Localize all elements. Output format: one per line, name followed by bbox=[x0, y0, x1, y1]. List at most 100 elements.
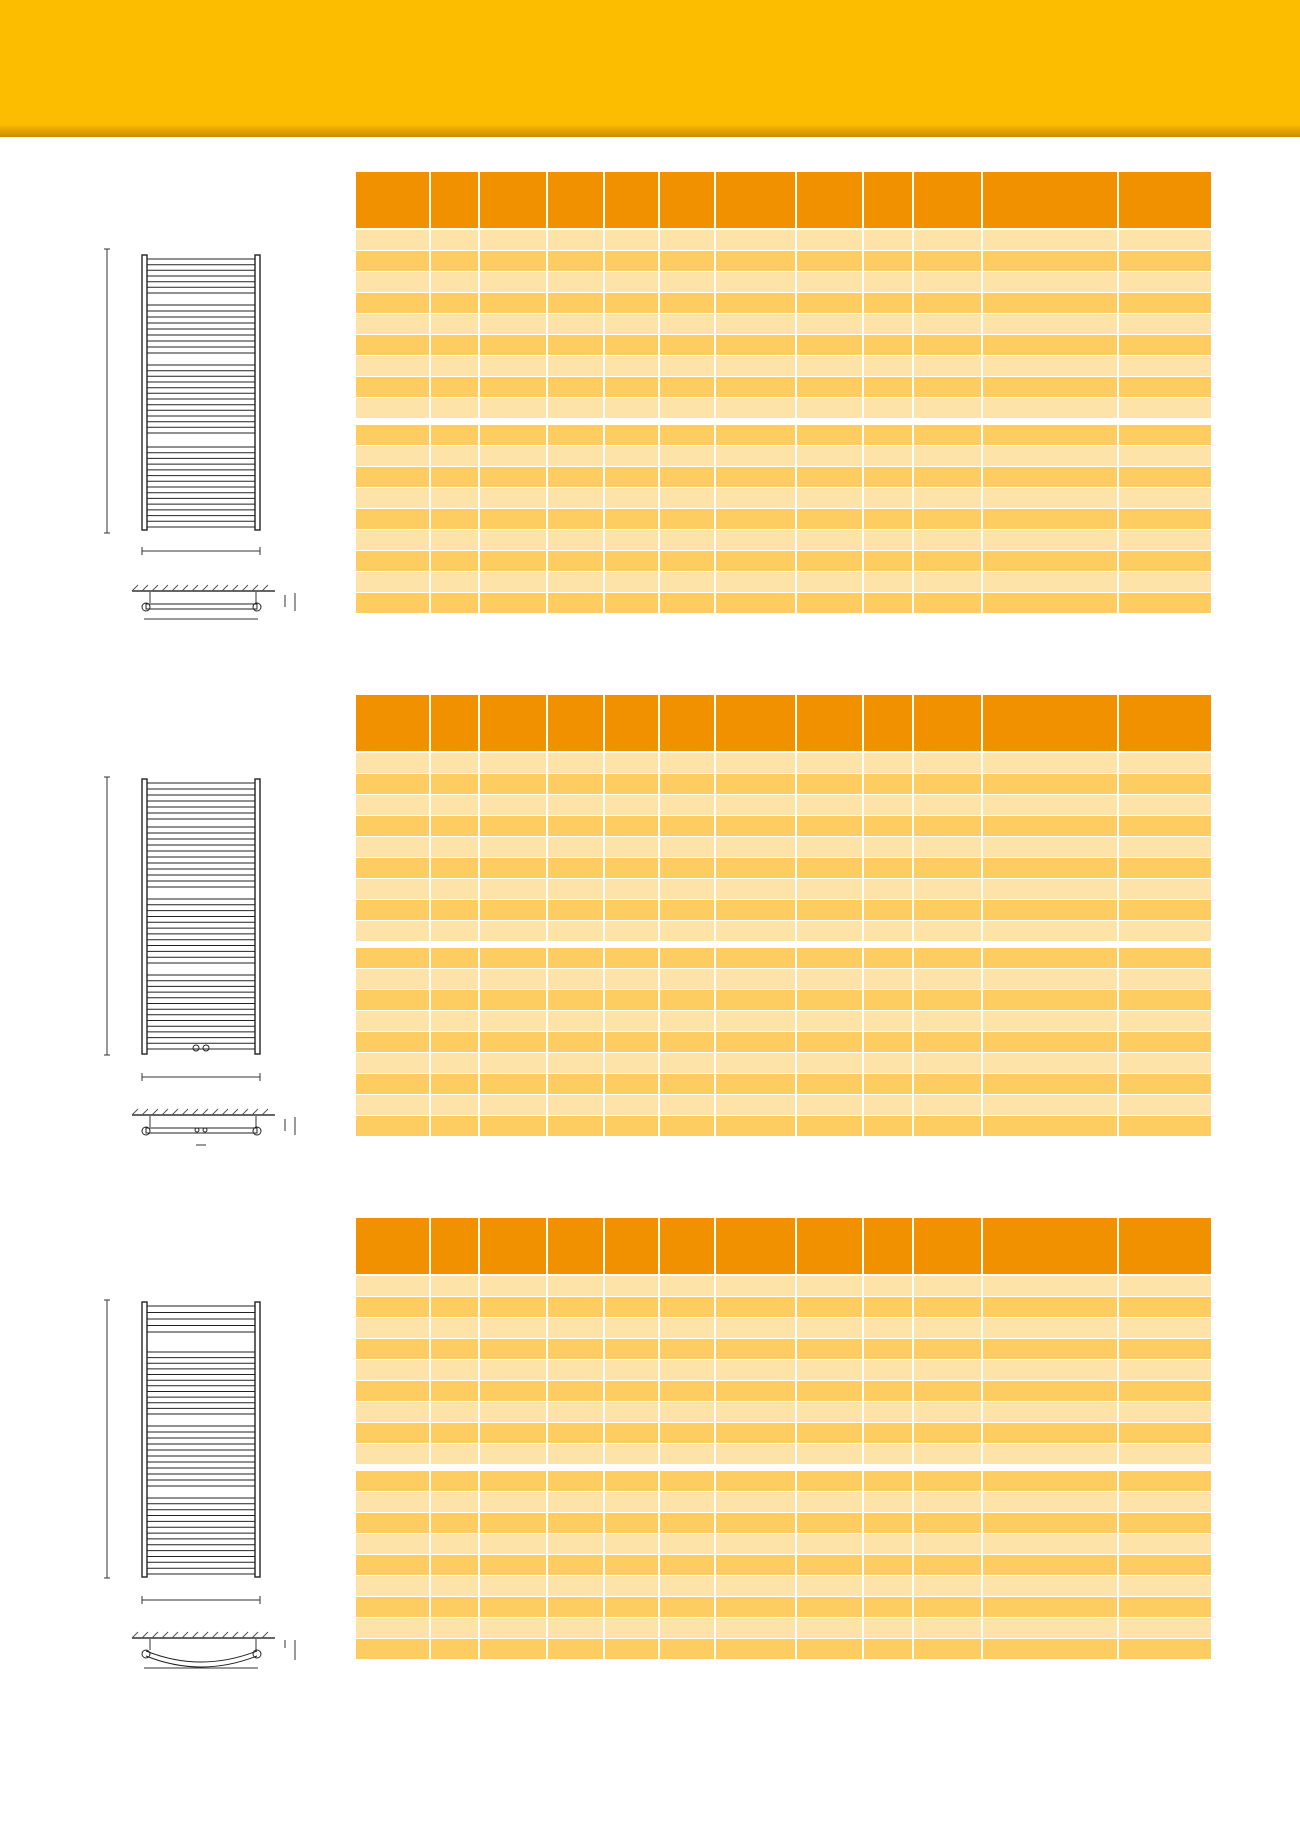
table-cell bbox=[480, 1471, 546, 1491]
table-cell bbox=[983, 272, 1117, 292]
table-cell bbox=[605, 1318, 658, 1338]
table-cell bbox=[660, 1360, 714, 1380]
table-cell bbox=[605, 1116, 658, 1136]
table-cell bbox=[431, 795, 478, 815]
table-cell bbox=[1119, 1555, 1211, 1575]
table-cell bbox=[431, 1011, 478, 1031]
table-cell bbox=[356, 1402, 429, 1422]
table-cell bbox=[1119, 314, 1211, 334]
table-cell bbox=[605, 1471, 658, 1491]
table-cell bbox=[431, 230, 478, 250]
table-cell bbox=[431, 467, 478, 487]
table-cell bbox=[480, 572, 546, 592]
table-cell bbox=[548, 1492, 603, 1512]
table-cell bbox=[480, 314, 546, 334]
table-cell bbox=[480, 816, 546, 836]
header-cell bbox=[548, 172, 603, 228]
table-cell bbox=[797, 272, 862, 292]
table-cell bbox=[797, 1639, 862, 1659]
table-cell bbox=[716, 593, 795, 613]
header-cell bbox=[797, 172, 862, 228]
table-cell bbox=[356, 1074, 429, 1094]
table-cell bbox=[1119, 467, 1211, 487]
table-cell bbox=[660, 530, 714, 550]
table-cell bbox=[548, 509, 603, 529]
table-cell bbox=[864, 1360, 912, 1380]
table-cell bbox=[660, 1639, 714, 1659]
table-cell bbox=[914, 753, 981, 773]
table-row bbox=[356, 1513, 1211, 1533]
table-cell bbox=[356, 900, 429, 920]
table-cell bbox=[356, 314, 429, 334]
table-cell bbox=[797, 795, 862, 815]
table-cell bbox=[431, 314, 478, 334]
table-cell bbox=[605, 774, 658, 794]
table-cell bbox=[660, 921, 714, 941]
table-cell bbox=[480, 293, 546, 313]
table-cell bbox=[716, 1576, 795, 1596]
table-cell bbox=[914, 509, 981, 529]
table-row bbox=[356, 1360, 1211, 1380]
table-cell bbox=[660, 1116, 714, 1136]
table-cell bbox=[480, 488, 546, 508]
table-cell bbox=[480, 1095, 546, 1115]
table-cell bbox=[548, 1095, 603, 1115]
table-cell bbox=[864, 879, 912, 899]
table-cell bbox=[797, 1116, 862, 1136]
table-cell bbox=[660, 1597, 714, 1617]
table-cell bbox=[914, 900, 981, 920]
table-cell bbox=[716, 335, 795, 355]
table-cell bbox=[548, 314, 603, 334]
table-cell bbox=[1119, 753, 1211, 773]
table-cell bbox=[914, 858, 981, 878]
table-header-row bbox=[356, 172, 1211, 228]
table-cell bbox=[914, 230, 981, 250]
table-cell bbox=[716, 425, 795, 445]
table-cell bbox=[605, 1513, 658, 1533]
table-cell bbox=[864, 1032, 912, 1052]
table-cell bbox=[797, 1471, 862, 1491]
table-cell bbox=[716, 1639, 795, 1659]
table-cell bbox=[914, 1513, 981, 1533]
table-cell bbox=[983, 314, 1117, 334]
table-cell bbox=[356, 356, 429, 376]
table-cell bbox=[605, 230, 658, 250]
table-cell bbox=[356, 1576, 429, 1596]
header-cell bbox=[983, 1218, 1117, 1274]
data-table-1 bbox=[356, 172, 1211, 614]
table-cell bbox=[716, 1074, 795, 1094]
table-cell bbox=[864, 969, 912, 989]
table-cell bbox=[480, 795, 546, 815]
table-row bbox=[356, 377, 1211, 397]
table-cell bbox=[548, 1074, 603, 1094]
table-cell bbox=[431, 921, 478, 941]
table-cell bbox=[356, 1095, 429, 1115]
table-cell bbox=[548, 1116, 603, 1136]
header-cell bbox=[431, 1218, 478, 1274]
table-cell bbox=[660, 1053, 714, 1073]
table-cell bbox=[864, 1534, 912, 1554]
table-cell bbox=[431, 356, 478, 376]
table-cell bbox=[431, 1402, 478, 1422]
header-cell bbox=[660, 172, 714, 228]
table-cell bbox=[356, 398, 429, 418]
table-cell bbox=[983, 1471, 1117, 1491]
table-cell bbox=[914, 551, 981, 571]
table-cell bbox=[605, 1032, 658, 1052]
table-cell bbox=[983, 1555, 1117, 1575]
table-cell bbox=[914, 1053, 981, 1073]
table-cell bbox=[716, 1276, 795, 1296]
table-cell bbox=[797, 948, 862, 968]
table-cell bbox=[1119, 251, 1211, 271]
table-cell bbox=[716, 969, 795, 989]
table-row bbox=[356, 1011, 1211, 1031]
table-cell bbox=[914, 837, 981, 857]
table-cell bbox=[356, 1471, 429, 1491]
table-cell bbox=[797, 1297, 862, 1317]
table-cell bbox=[1119, 900, 1211, 920]
table-cell bbox=[864, 1471, 912, 1491]
table-cell bbox=[1119, 1297, 1211, 1317]
table-cell bbox=[716, 1534, 795, 1554]
header-cell bbox=[914, 1218, 981, 1274]
table-cell bbox=[1119, 1360, 1211, 1380]
